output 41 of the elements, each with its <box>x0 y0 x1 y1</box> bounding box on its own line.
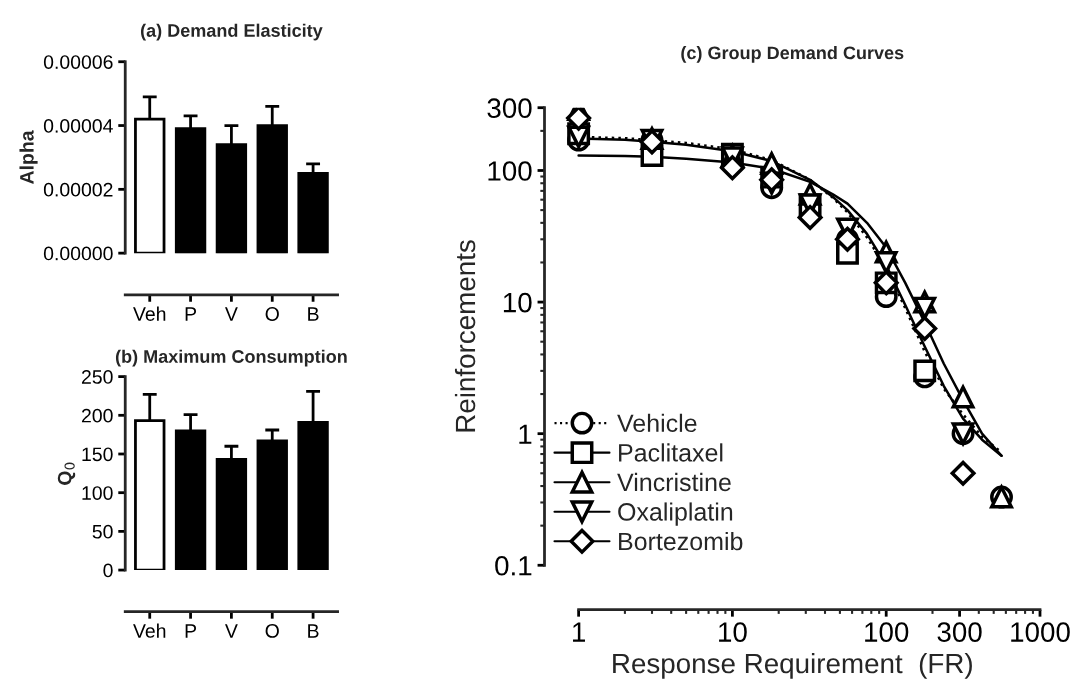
legend-label: Bortezomib <box>619 531 743 551</box>
y-tick-label: 150 <box>82 447 113 462</box>
legend-label: Paclitaxel <box>619 443 723 462</box>
x-tick-label: 10 <box>719 622 747 642</box>
y-tick-label: 0.00004 <box>43 119 113 133</box>
x-tick-label: 300 <box>937 622 982 642</box>
x-tick-label: O <box>265 624 279 638</box>
chart-title: (b) Maximum Consumption <box>115 349 347 367</box>
x-tick-label: P <box>185 624 197 638</box>
y-tick-label: 100 <box>82 486 113 500</box>
x-tick-label: 1000 <box>1011 622 1070 642</box>
x-axis-title: Response Requirement (FR) <box>613 652 972 679</box>
x-tick-label: 1 <box>573 622 585 642</box>
x-tick-label: Veh <box>133 623 166 638</box>
y-tick-label: 300 <box>487 98 532 119</box>
x-tick-label: B <box>308 307 319 321</box>
y-tick-label: 1 <box>519 424 532 444</box>
x-tick-label: B <box>308 624 319 638</box>
x-tick-label: Veh <box>133 306 166 321</box>
chart-title: (c) Group Demand Curves <box>681 46 904 63</box>
x-tick-label: V <box>225 624 238 638</box>
y-tick-label: 250 <box>81 370 113 384</box>
y-tick-label: 0.1 <box>495 555 532 576</box>
y-axis-title: Q$_{0}$ <box>57 462 76 485</box>
x-tick-label: P <box>185 307 197 321</box>
x-tick-label: V <box>225 307 238 321</box>
y-tick-label: 200 <box>81 408 113 423</box>
legend-label: Oxaliplatin <box>618 502 733 526</box>
legend-label: Vehicle <box>617 413 697 433</box>
y-tick-label: 50 <box>92 524 113 539</box>
x-tick-label: O <box>265 307 279 321</box>
y-tick-label: 100 <box>488 161 532 181</box>
y-axis-title: Reinforcements <box>454 240 476 432</box>
y-axis-title: Alpha <box>19 130 38 184</box>
legend-label: Vincristine <box>617 472 731 492</box>
y-tick-label: 0.00002 <box>43 182 113 197</box>
y-tick-label: 0.00006 <box>43 55 113 69</box>
chart-title: (a) Demand Elasticity <box>141 23 323 41</box>
y-tick-label: 0.00000 <box>43 246 113 261</box>
y-tick-label: 0 <box>103 563 113 578</box>
x-tick-label: 100 <box>865 622 909 642</box>
